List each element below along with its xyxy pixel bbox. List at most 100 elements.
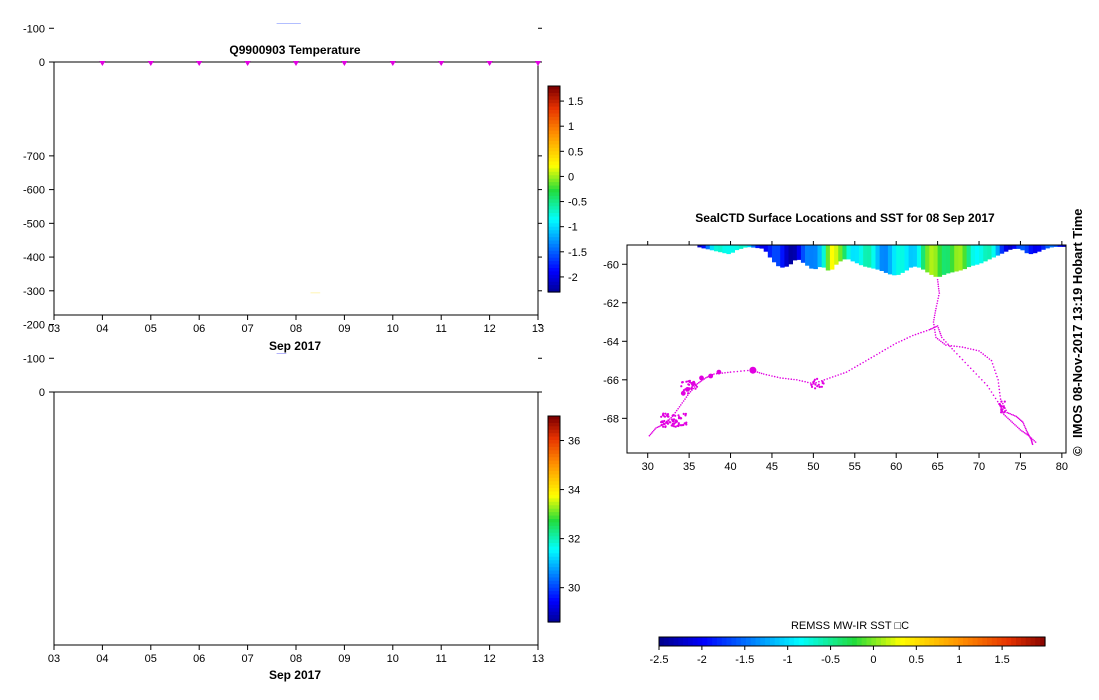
cluster-point bbox=[682, 412, 685, 415]
track-point bbox=[1029, 437, 1032, 440]
y-tick-label: -300 bbox=[23, 286, 45, 298]
colorbar-cell bbox=[548, 498, 560, 503]
track-point bbox=[984, 354, 986, 357]
sst-colorbar-cell bbox=[852, 637, 858, 646]
sst-colorbar-cell bbox=[861, 637, 867, 646]
cluster-point bbox=[676, 424, 679, 427]
colorbar-cell bbox=[548, 416, 560, 420]
track-point bbox=[826, 378, 828, 380]
track-point bbox=[831, 376, 834, 378]
track-point bbox=[743, 370, 746, 372]
colorbar-cell bbox=[548, 127, 560, 132]
track-point bbox=[937, 297, 939, 300]
cluster-point bbox=[675, 419, 678, 422]
track-point bbox=[997, 382, 1000, 384]
colorbar-cell bbox=[548, 467, 560, 472]
sst-colorbar-cell bbox=[702, 637, 708, 646]
sst-cell bbox=[747, 245, 752, 248]
track-point bbox=[682, 400, 685, 402]
colorbar-cell bbox=[548, 240, 560, 245]
colorbar-tick-label: 1 bbox=[568, 121, 574, 133]
colorbar-tick-label: -0.5 bbox=[568, 197, 587, 209]
track-point bbox=[658, 425, 660, 428]
y-tick-label: -100 bbox=[23, 353, 45, 365]
lat-tick-label: -66 bbox=[603, 375, 619, 387]
track-point bbox=[898, 341, 900, 343]
sst-colorbar-cell bbox=[741, 637, 747, 646]
sst-colorbar-cell bbox=[765, 637, 771, 646]
track-point bbox=[975, 373, 978, 375]
colorbar-cell bbox=[548, 508, 560, 513]
x-tick-label: 07 bbox=[241, 323, 253, 335]
track-point bbox=[856, 364, 859, 367]
track-point bbox=[684, 398, 686, 400]
colorbar-cell bbox=[548, 522, 560, 527]
sst-colorbar-cell bbox=[871, 637, 877, 646]
track-point bbox=[978, 376, 980, 378]
cluster-point bbox=[1003, 400, 1006, 403]
salinity-x-label: Sep 2017 bbox=[269, 668, 321, 682]
track-point bbox=[669, 418, 671, 420]
track-point bbox=[988, 358, 991, 360]
track-point bbox=[782, 377, 784, 380]
track-point bbox=[953, 345, 955, 347]
y-tick-label: -200 bbox=[23, 320, 45, 332]
track-point bbox=[938, 328, 940, 331]
temperature-colorbar: 1.5 1 0.5 0 -0.5 -1 -1.5 -2 bbox=[547, 85, 587, 293]
sst-cell bbox=[829, 245, 835, 270]
colorbar-cell bbox=[548, 488, 560, 493]
sst-colorbar-cell bbox=[731, 637, 737, 646]
sst-cell bbox=[1053, 245, 1059, 247]
sst-cell bbox=[925, 245, 930, 273]
colorbar-cell bbox=[548, 189, 560, 193]
sst-cell bbox=[970, 245, 976, 266]
sst-cell bbox=[1045, 245, 1050, 249]
lon-tick-label: 50 bbox=[807, 461, 819, 473]
track-point bbox=[967, 347, 969, 350]
colorbar-cell bbox=[548, 529, 560, 534]
track-point bbox=[823, 379, 826, 381]
track-point bbox=[818, 380, 820, 383]
colorbar-cell bbox=[548, 110, 560, 114]
sst-colorbar-cell bbox=[953, 637, 959, 646]
track-point bbox=[934, 312, 936, 314]
track-point bbox=[981, 379, 983, 381]
sst-cell bbox=[772, 245, 777, 263]
colorbar-cell bbox=[548, 587, 560, 592]
cluster-point bbox=[814, 383, 817, 386]
track-point bbox=[895, 342, 897, 345]
sst-colorbar-cell bbox=[683, 637, 689, 646]
colorbar-cell bbox=[548, 192, 560, 197]
track-point bbox=[1004, 415, 1007, 417]
sst-colorbar-frame bbox=[658, 636, 1046, 647]
sst-colorbar-cell bbox=[837, 637, 843, 646]
track-point bbox=[878, 352, 881, 354]
track-point bbox=[1008, 418, 1011, 421]
track-point bbox=[912, 334, 914, 337]
track-point bbox=[675, 409, 678, 412]
track-point bbox=[1026, 433, 1029, 436]
x-tick-label: 06 bbox=[193, 323, 205, 335]
y-tick-label: -400 bbox=[23, 252, 45, 264]
track-point bbox=[829, 377, 831, 379]
x-tick-label: 12 bbox=[483, 323, 495, 335]
x-tick-label: 09 bbox=[338, 323, 350, 335]
temperature-panel: Q9900903 Temperature 0 -100 -200 -300 -400 -5… bbox=[23, 0, 587, 353]
track-point bbox=[990, 391, 993, 393]
track-point bbox=[934, 334, 937, 336]
colorbar-cell bbox=[548, 608, 560, 613]
track-point bbox=[771, 375, 773, 377]
colorbar-cell bbox=[548, 230, 560, 235]
y-tick-label: -100 bbox=[23, 23, 45, 35]
sst-colorbar-cell bbox=[943, 637, 950, 646]
colorbar-cell bbox=[548, 512, 560, 517]
track-point bbox=[692, 387, 695, 390]
x-tick-label: 08 bbox=[290, 653, 302, 665]
sst-cell bbox=[867, 245, 872, 268]
track-point bbox=[651, 431, 654, 433]
sst-colorbar-cell bbox=[856, 637, 863, 646]
cluster-point bbox=[817, 383, 820, 386]
colorbar-cell bbox=[548, 474, 560, 479]
colorbar-cell bbox=[548, 123, 560, 128]
sst-colorbar-cell bbox=[1040, 637, 1046, 646]
